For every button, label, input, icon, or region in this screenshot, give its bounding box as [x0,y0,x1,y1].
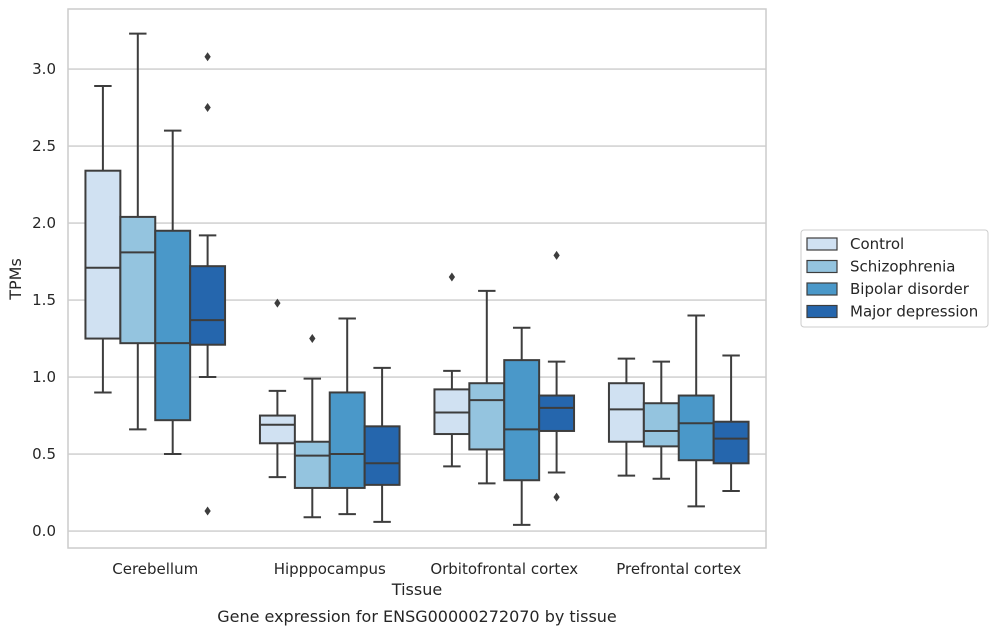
box-0-1 [119,32,157,431]
legend-label: Schizophrenia [850,258,955,276]
box-3-1 [642,360,680,480]
y-tick-label: 0.0 [32,522,56,540]
x-tick-label: Orbitofrontal cortex [430,560,578,578]
box-0-0 [84,85,122,394]
box-body [363,425,401,486]
y-tick-label: 2.5 [32,137,56,155]
box-body [119,215,157,345]
plot-area [84,32,750,526]
box-body [154,229,192,422]
box-1-1 [293,334,331,519]
box-body [328,391,366,489]
box-body [84,169,122,340]
x-tick-label: Cerebellum [112,560,198,578]
outlier-point [204,506,211,516]
box-body [468,382,506,451]
outlier-point [553,492,560,502]
legend-label: Control [850,235,904,253]
legend-frame [800,229,989,328]
box-body [712,420,750,465]
box-1-2 [328,317,366,516]
x-tick-label: Prefrontal cortex [616,560,741,578]
box-2-2 [503,326,541,526]
box-3-0 [607,357,645,477]
x-axis-label: Tissue [391,580,442,599]
legend-swatch [806,304,838,319]
box-2-0 [433,272,471,468]
box-3-3 [712,354,750,493]
box-body [293,440,331,489]
outlier-point [309,334,316,344]
outlier-point [204,52,211,62]
y-axis-ticks: 0.0 0.5 1.0 1.5 2.0 2.5 3.0 [32,60,56,540]
box-2-3 [538,250,576,502]
y-tick-label: 1.5 [32,291,56,309]
box-body [677,394,715,462]
chart-caption: Gene expression for ENSG00000272070 by t… [217,607,617,626]
legend-label: Major depression [850,303,978,321]
box-body [503,359,541,482]
outlier-point [553,250,560,260]
x-tick-label: Hipppocampus [274,560,386,578]
legend: Control Schizophrenia Bipolar disorder Majo… [800,229,989,328]
outlier-point [274,298,281,308]
box-body [538,394,576,432]
outlier-point [448,272,456,282]
y-tick-label: 1.0 [32,368,56,386]
box-body [189,265,227,346]
box-1-0 [258,298,296,479]
box-0-2 [154,129,192,456]
box-0-3 [189,52,227,516]
y-axis-label: TPMs [6,258,25,301]
box-body [258,414,296,445]
box-body [607,382,645,443]
plot-frame [67,8,767,549]
legend-label: Bipolar disorder [850,280,970,298]
box-1-3 [363,366,401,523]
outlier-point [204,103,211,113]
x-axis-ticks: Cerebellum Hipppocampus Orbitofrontal cort… [112,560,741,578]
legend-swatch [806,259,838,274]
y-tick-label: 0.5 [32,445,56,463]
y-tick-label: 3.0 [32,60,56,78]
box-3-2 [677,314,715,508]
box-body [642,402,680,448]
y-tick-label: 2.0 [32,214,56,232]
legend-swatch [806,237,838,251]
legend-swatch [806,282,838,296]
